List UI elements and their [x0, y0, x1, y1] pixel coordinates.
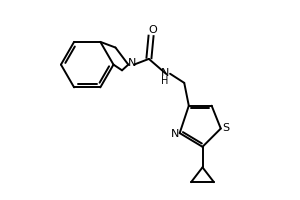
Text: N: N	[161, 68, 169, 78]
Text: O: O	[148, 25, 157, 35]
Text: H: H	[161, 76, 169, 86]
Text: N: N	[128, 58, 136, 68]
Text: S: S	[222, 123, 230, 133]
Text: N: N	[170, 129, 179, 139]
